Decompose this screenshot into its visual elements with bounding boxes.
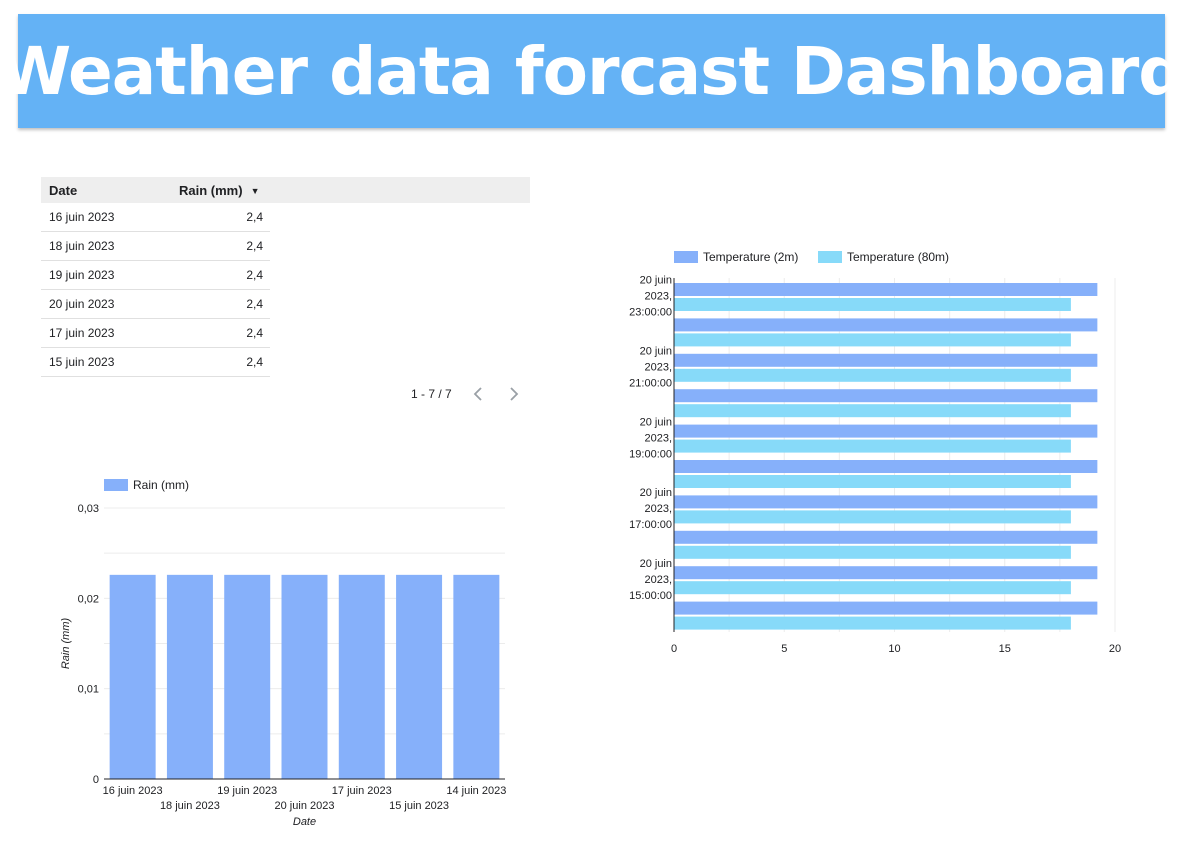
sort-descending-icon[interactable]: ▼ (250, 186, 260, 196)
bar-temp-80m (674, 439, 1071, 453)
column-header-rain-label: Rain (mm) (179, 183, 243, 198)
legend-label-temp-80m: Temperature (80m) (847, 250, 949, 264)
x-tick-label: 16 juin 2023 (103, 785, 163, 797)
column-header-rain[interactable]: Rain (mm) ▼ (179, 183, 259, 198)
bar-temp-80m (674, 333, 1071, 347)
y-tick-label: 20 juin 2023, 19:00:00 (629, 416, 672, 460)
table-row: 19 juin 2023 2,4 (41, 261, 270, 290)
table-cell-rain: 2,4 (246, 239, 263, 253)
dashboard-title: Weather data forcast Dashboard (0, 32, 1179, 110)
bar-temp-80m (674, 475, 1071, 488)
bar-rain (109, 574, 156, 779)
table-cell-date: 18 juin 2023 (49, 239, 115, 253)
bar-temp-80m (674, 510, 1071, 524)
bar-temp-80m (674, 545, 1071, 559)
bar-rain (453, 574, 500, 779)
bar-temp-2m (674, 530, 1098, 544)
bar-temp-2m (674, 283, 1098, 296)
x-tick-label: 15 (999, 643, 1011, 655)
table-cell-date: 19 juin 2023 (49, 268, 115, 282)
x-tick-label: 20 (1109, 643, 1121, 655)
table-cell-date: 15 juin 2023 (49, 355, 115, 369)
bar-temp-2m (674, 424, 1098, 438)
y-tick-label: 0 (93, 774, 99, 786)
table-cell-date: 20 juin 2023 (49, 297, 115, 311)
bar-temp-2m (674, 389, 1098, 403)
bar-temp-2m (674, 460, 1098, 473)
previous-page-button[interactable] (468, 384, 488, 404)
legend-swatch-temp-80m (818, 251, 842, 263)
chevron-right-icon (510, 387, 519, 401)
bar-temp-80m (674, 368, 1071, 382)
table-cell-rain: 2,4 (246, 297, 263, 311)
y-tick-label: 20 juin 2023, 21:00:00 (629, 346, 672, 390)
y-tick-label: 0,01 (78, 684, 99, 696)
table-row: 15 juin 2023 2,4 (41, 348, 270, 377)
legend-swatch-temp-2m (674, 251, 698, 263)
table-body: 16 juin 2023 2,4 18 juin 2023 2,4 19 juin 20… (41, 203, 530, 377)
chevron-left-icon (473, 387, 482, 401)
bar-rain (338, 574, 385, 779)
dashboard-header: Weather data forcast Dashboard (0, 14, 1179, 128)
table-cell-date: 16 juin 2023 (49, 210, 115, 224)
column-header-date[interactable]: Date (49, 183, 78, 198)
pagination-range: 1 - 7 / 7 (411, 387, 452, 401)
table-row: 20 juin 2023 2,4 (41, 290, 270, 319)
bar-temp-2m (674, 566, 1098, 580)
table-row: 17 juin 2023 2,4 (41, 319, 270, 348)
table-row: 16 juin 2023 2,4 (41, 203, 270, 232)
bar-temp-80m (674, 404, 1071, 418)
rain-bar-chart: Rain (mm) 0 0,01 0,02 0,03 Rain (mm) 16 juin 2… (60, 478, 506, 828)
bar-temp-80m (674, 616, 1071, 630)
bar-temp-80m (674, 581, 1071, 595)
next-page-button[interactable] (504, 384, 524, 404)
table-header: Date Rain (mm) ▼ (41, 177, 530, 203)
bar-rain (224, 574, 271, 779)
x-axis-title: Date (293, 816, 316, 828)
bar-rain (396, 574, 443, 779)
table-cell-rain: 2,4 (246, 268, 263, 282)
y-axis-title: Rain (mm) (60, 618, 72, 670)
y-tick-label: 0,02 (78, 593, 99, 605)
x-tick-label: 15 juin 2023 (389, 800, 449, 812)
x-tick-label: 17 juin 2023 (332, 785, 392, 797)
bar-temp-2m (674, 353, 1098, 367)
x-tick-label: 18 juin 2023 (160, 800, 220, 812)
table-cell-rain: 2,4 (246, 326, 263, 340)
x-tick-label: 19 juin 2023 (217, 785, 277, 797)
bar-rain (281, 574, 328, 779)
x-tick-label: 0 (671, 643, 677, 655)
rain-table: Date Rain (mm) ▼ 16 juin 2023 2,4 18 juin 2… (41, 177, 530, 377)
temperature-bar-chart: Temperature (2m) Temperature (80m) 0 5 10 15 2… (629, 250, 1121, 655)
x-tick-label: 20 juin 2023 (275, 800, 335, 812)
x-tick-label: 14 juin 2023 (446, 785, 506, 797)
x-tick-label: 10 (888, 643, 900, 655)
bar-temp-80m (674, 298, 1071, 311)
legend-label-temp-2m: Temperature (2m) (703, 250, 798, 264)
table-cell-rain: 2,4 (246, 355, 263, 369)
x-tick-label: 5 (781, 643, 787, 655)
y-tick-label: 20 juin 2023, 15:00:00 (629, 558, 672, 602)
y-tick-label: 20 juin 2023, 17:00:00 (629, 487, 672, 531)
table-row: 18 juin 2023 2,4 (41, 232, 270, 261)
bar-temp-2m (674, 495, 1098, 509)
table-pagination: 1 - 7 / 7 (41, 384, 530, 404)
table-cell-date: 17 juin 2023 (49, 326, 115, 340)
legend-swatch-rain (104, 479, 128, 491)
y-tick-label: 20 juin 2023, 23:00:00 (629, 275, 672, 319)
y-tick-label: 0,03 (78, 503, 99, 515)
legend-label-rain: Rain (mm) (133, 478, 189, 492)
bar-temp-2m (674, 601, 1098, 615)
table-cell-rain: 2,4 (246, 210, 263, 224)
bar-rain (166, 574, 213, 779)
bar-temp-2m (674, 318, 1098, 332)
